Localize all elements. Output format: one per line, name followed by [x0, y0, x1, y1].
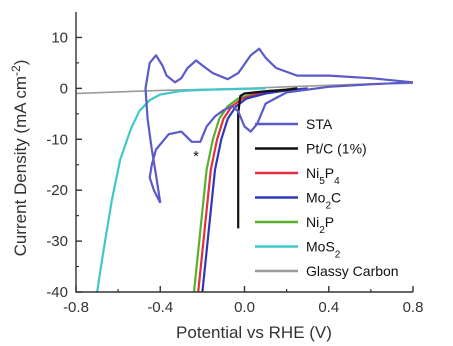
legend-entry: Ni5P4	[306, 165, 340, 187]
x-tick-label: 0.0	[234, 299, 255, 316]
series-layer	[76, 47, 413, 292]
series-line-sta	[144, 47, 413, 204]
y-tick-label: -10	[46, 131, 68, 148]
series-line-mos2	[96, 87, 266, 292]
y-tick-label: -40	[46, 284, 68, 301]
legend-entry: Mo2C	[306, 190, 341, 212]
legend-entry: MoS2	[306, 239, 341, 261]
series-line-pt-c-1	[237, 87, 298, 229]
y-tick-label: 0	[60, 80, 68, 97]
x-tick-label: 0.4	[318, 299, 339, 316]
legend-entry: Glassy Carbon	[306, 263, 399, 279]
y-tick-label: -20	[46, 182, 68, 199]
y-tick-label: 10	[51, 29, 68, 46]
legend-entry: Ni2P	[306, 214, 334, 236]
legend-entry: STA	[306, 116, 333, 132]
y-tick-label: -30	[46, 233, 68, 250]
annotation-asterisk: *	[193, 148, 199, 165]
x-axis-label: Potential vs RHE (V)	[176, 323, 332, 342]
y-axis-label: Current Density (mA cm-2)	[9, 60, 30, 257]
axes-layer: -0.8 -0.4 0.0 0.4 0.8 10 0 -10 -20 -30 -40 *	[46, 12, 423, 316]
series-line-mo2c	[201, 87, 308, 292]
x-tick-label: 0.8	[403, 299, 424, 316]
x-tick-label: -0.4	[147, 299, 173, 316]
x-tick-label: -0.8	[63, 299, 89, 316]
legend-entry: Pt/C (1%)	[306, 141, 367, 157]
